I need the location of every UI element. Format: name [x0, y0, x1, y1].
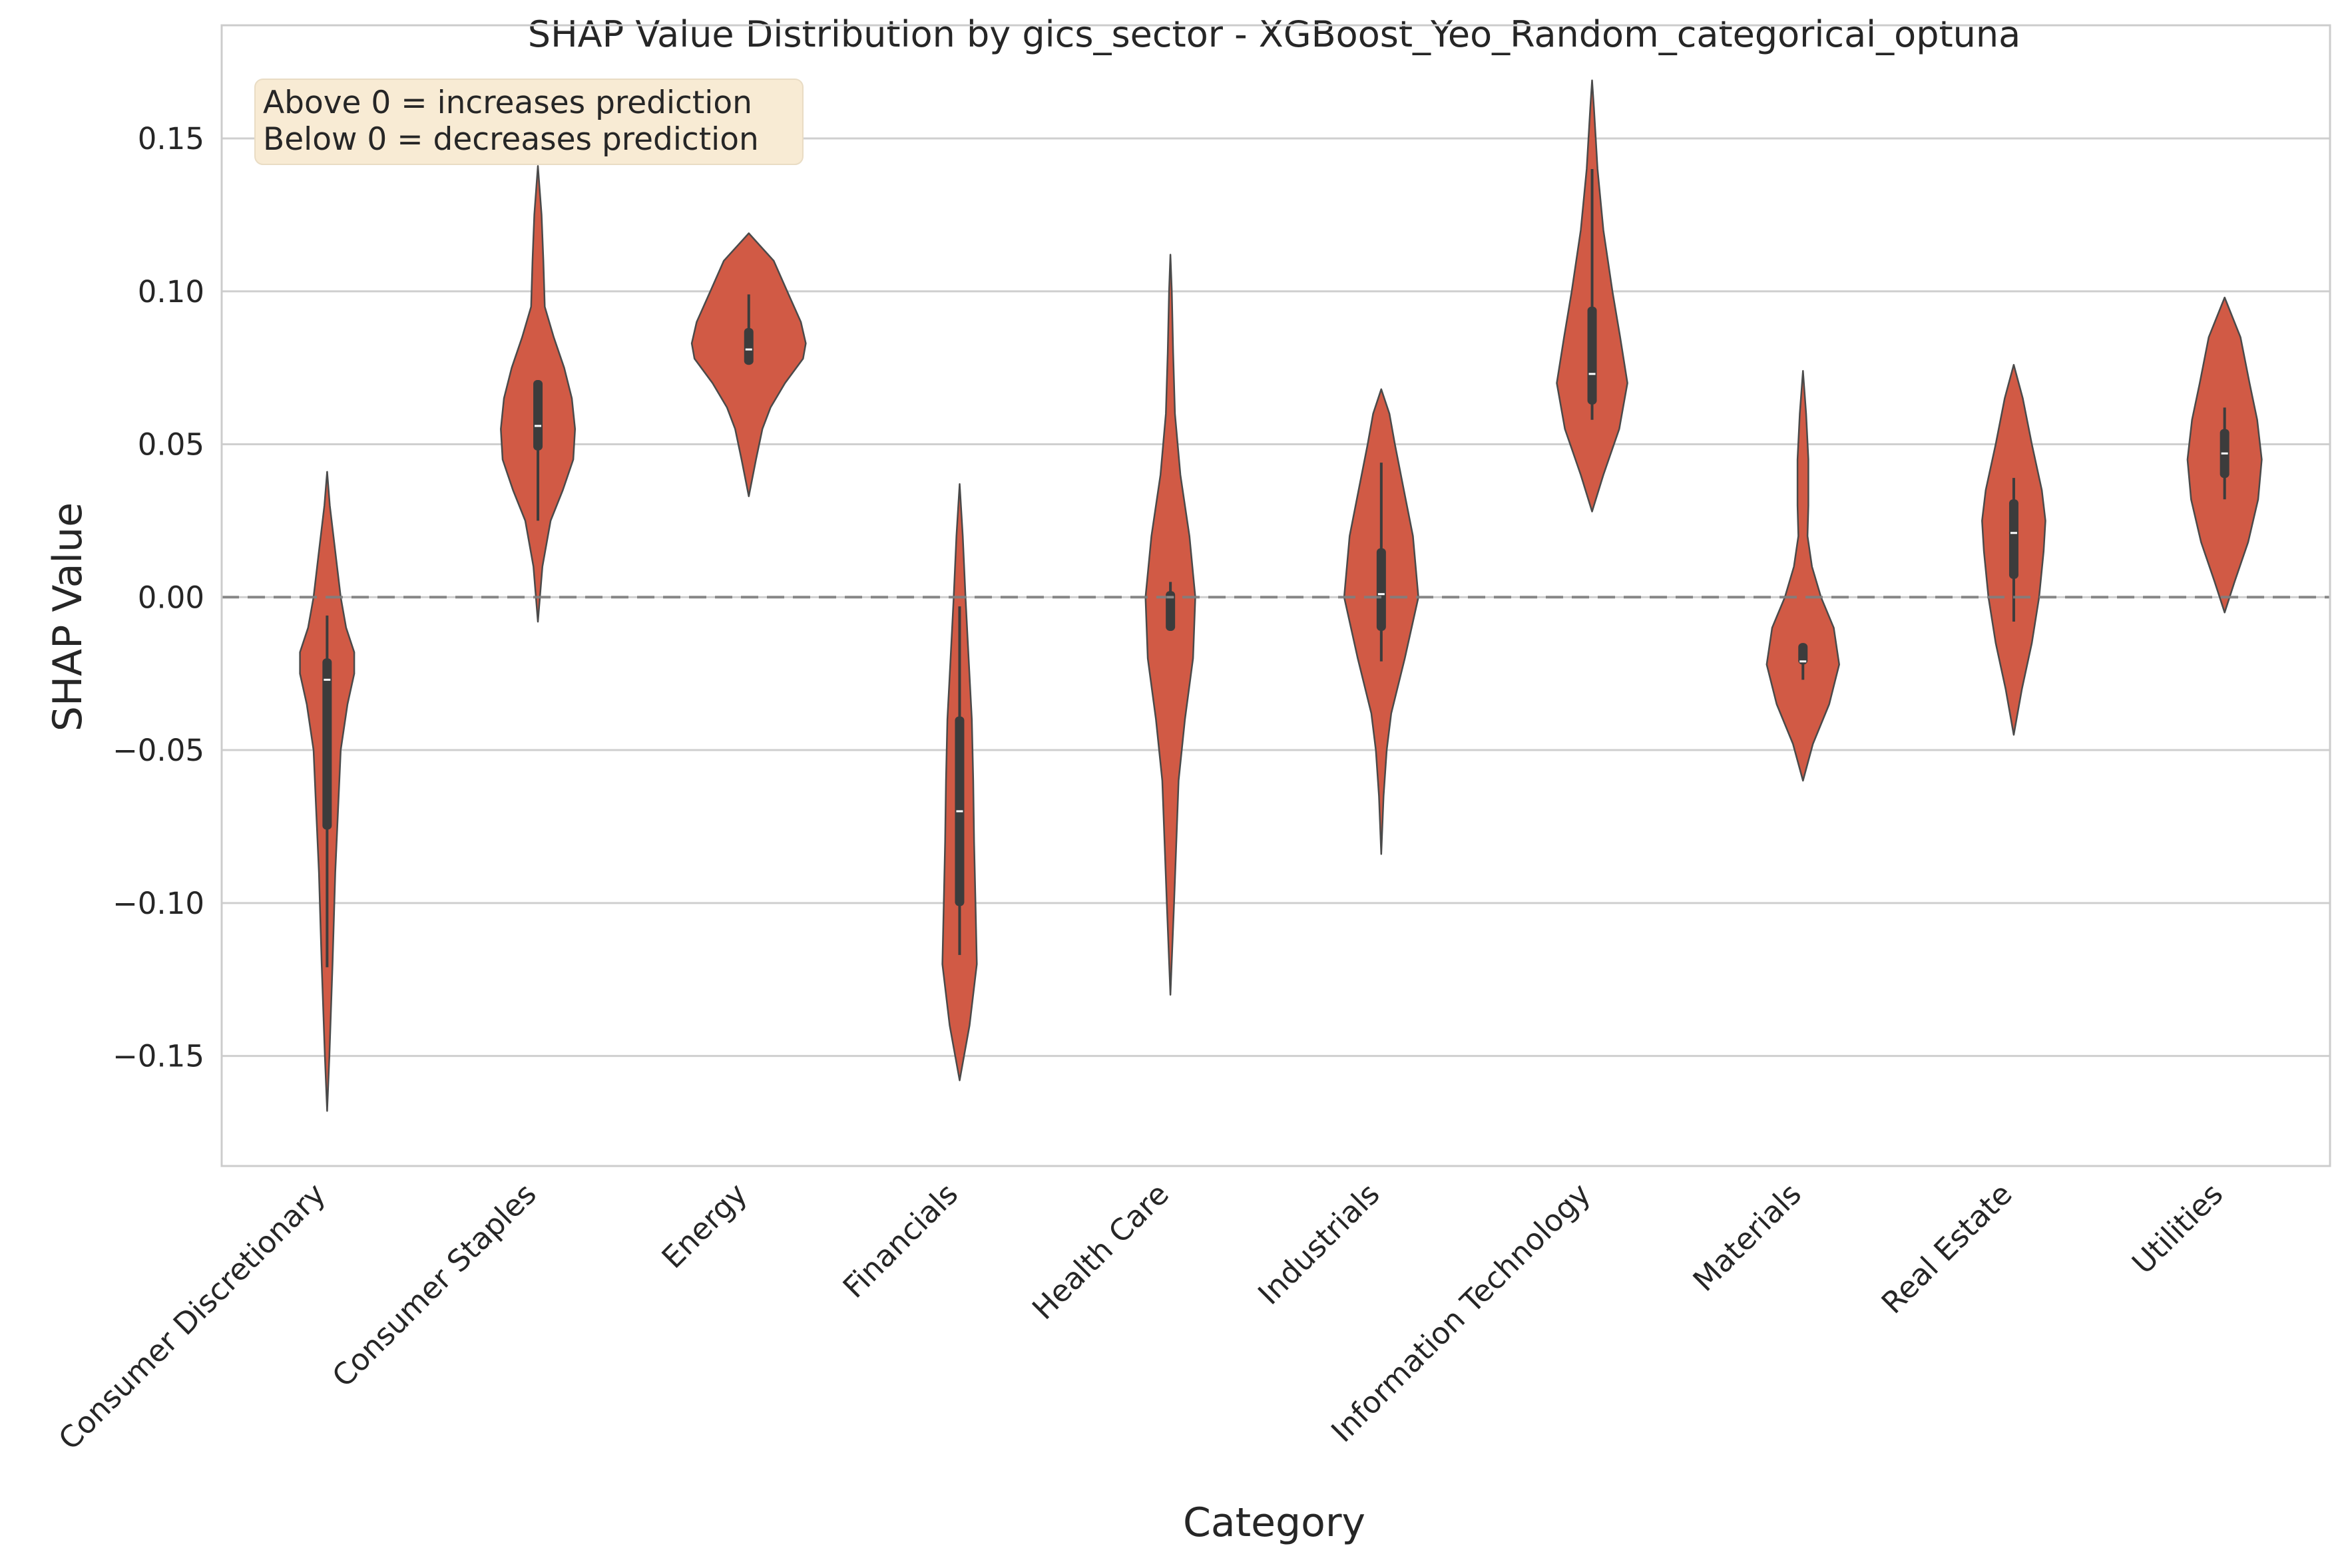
chart-title: SHAP Value Distribution by gics_sector -…: [528, 13, 2020, 55]
violin-iqr-box: [1376, 548, 1386, 631]
violin-body: [690, 232, 807, 497]
violin-iqr-box: [1587, 306, 1597, 405]
annotation-line-1: Above 0 = increases prediction: [263, 85, 752, 121]
y-tick-label: −0.15: [113, 1039, 204, 1074]
violins: [299, 79, 2263, 1112]
violin-iqr-box: [533, 380, 543, 451]
y-axis-label: SHAP Value: [45, 502, 91, 731]
violin-iqr-box: [744, 327, 754, 365]
y-tick-label: 0.00: [138, 580, 204, 615]
violin-body: [1765, 370, 1840, 782]
annotation-line-2: Below 0 = decreases prediction: [263, 121, 759, 158]
violin-iqr-box: [2008, 499, 2018, 579]
x-axis-label: Category: [1183, 1499, 1365, 1546]
y-tick-label: −0.10: [113, 886, 204, 921]
violin-iqr-box: [1798, 643, 1808, 665]
annotation-background: [254, 79, 804, 165]
y-tick-label: −0.05: [113, 733, 204, 768]
y-tick-label: 0.15: [138, 121, 204, 156]
violin-iqr-box: [322, 658, 332, 830]
plot-frame: [220, 24, 2331, 1167]
y-tick-labels: 0.15 0.10 0.05 0.00 −0.05 −0.10 −0.15: [113, 121, 204, 1074]
y-tick-label: 0.10: [138, 274, 204, 309]
y-tick-label: 0.05: [138, 427, 204, 463]
violin-iqr-box: [1166, 591, 1176, 631]
annotation-box: Above 0 = increases prediction Below 0 =…: [254, 79, 804, 165]
